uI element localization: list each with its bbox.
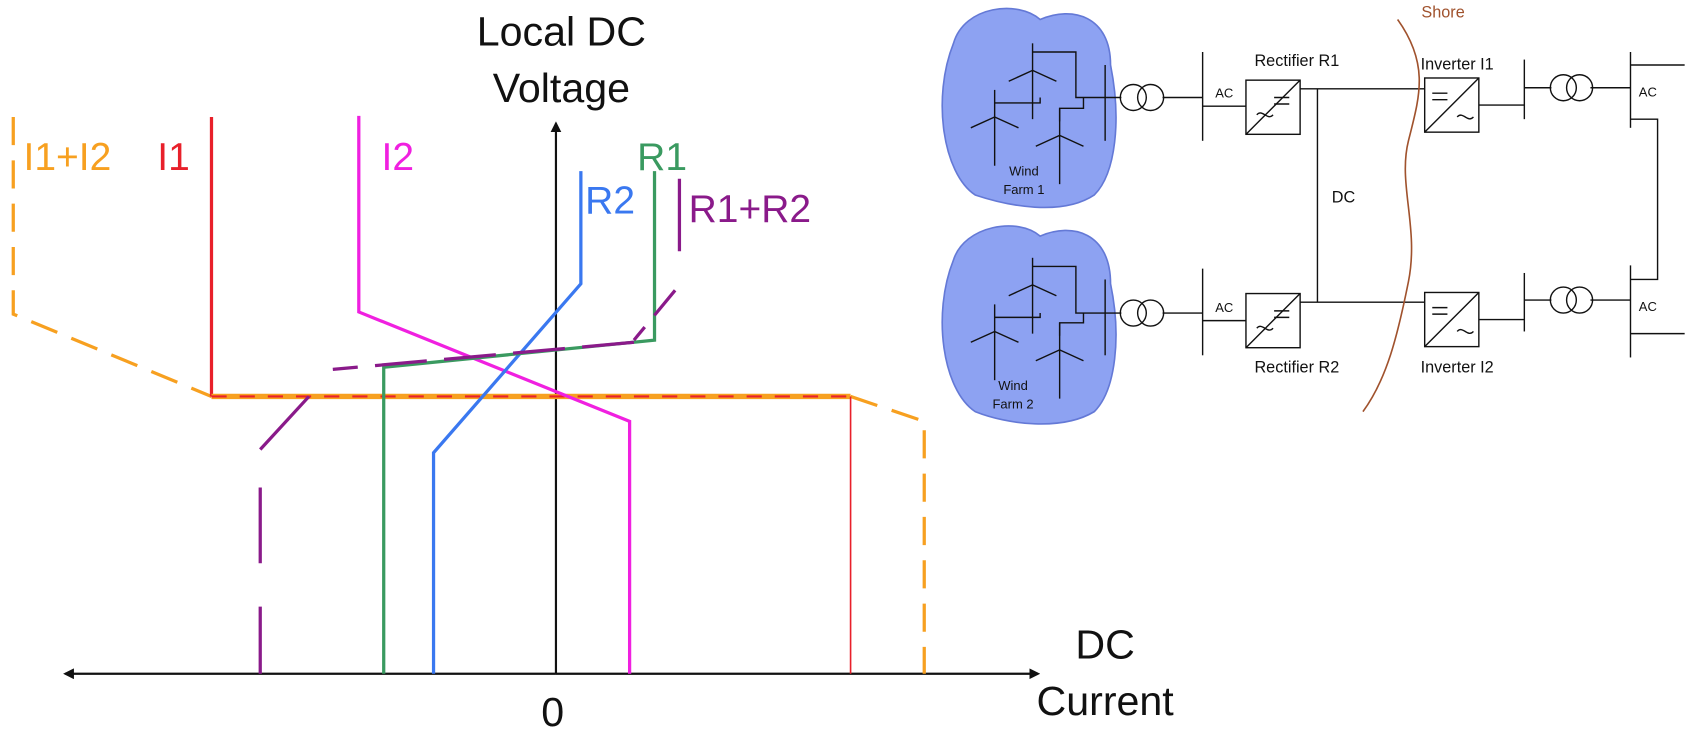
curve-label: R2 <box>585 179 635 222</box>
wiring <box>1105 52 1685 357</box>
figure: Local DC Voltage DC Current 0 I1+I2 I1 I… <box>0 0 1699 729</box>
ac-label: AC <box>1639 299 1657 314</box>
converter-label: Inverter I2 <box>1421 359 1494 377</box>
wind-farm-label: Wind <box>998 378 1028 393</box>
network-diagram: Shore Wind Farm 1 Wind Farm 2 Rectifier … <box>942 3 1684 424</box>
ac-label: AC <box>1215 85 1233 100</box>
curve-r1 <box>384 171 655 674</box>
x-axis-title: Current <box>1037 678 1175 724</box>
wind-farm-label: Farm 1 <box>1003 182 1044 197</box>
curve-label: I2 <box>382 136 415 179</box>
wind-farm <box>942 226 1116 424</box>
ac-label: AC <box>1215 300 1233 315</box>
wind-farm-label: Wind <box>1009 163 1039 178</box>
curve-r1-r2 <box>260 179 679 674</box>
y-axis-title: Voltage <box>493 65 630 111</box>
shore-label: Shore <box>1421 3 1464 21</box>
dc-label: DC <box>1332 189 1356 207</box>
curve-i1-i2 <box>851 396 925 673</box>
converter-label: Rectifier R2 <box>1254 359 1339 377</box>
curve-label: R1 <box>637 136 687 179</box>
converter-label: Rectifier R1 <box>1254 52 1339 70</box>
curve-label: R1+R2 <box>689 188 811 231</box>
wind-farm-label: Farm 2 <box>993 396 1034 411</box>
x-axis-title: DC <box>1075 622 1134 668</box>
curve-label: I1 <box>157 136 190 179</box>
shore-line <box>1363 19 1419 411</box>
curve-label: I1+I2 <box>24 136 112 179</box>
converter-label: Inverter I1 <box>1421 55 1494 73</box>
y-axis-title: Local DC <box>477 8 646 54</box>
origin-label: 0 <box>541 689 564 729</box>
curve-r2 <box>434 171 581 674</box>
ac-label: AC <box>1639 84 1657 99</box>
